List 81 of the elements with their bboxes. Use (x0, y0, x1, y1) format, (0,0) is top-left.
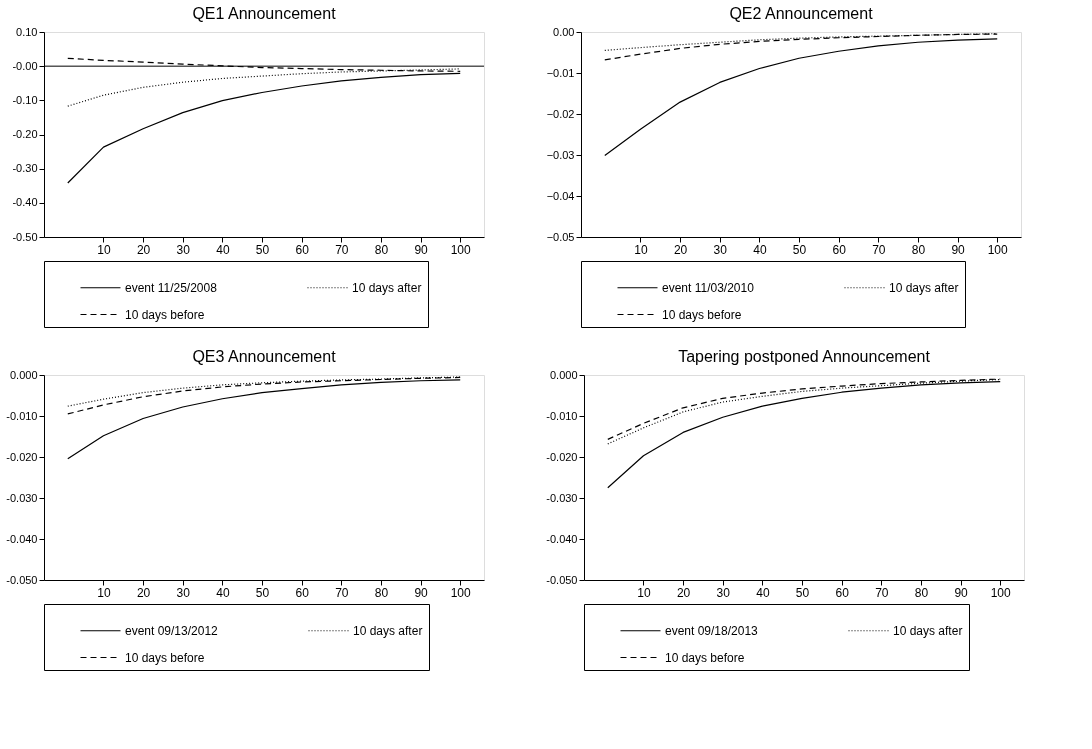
x-tick-label: 40 (753, 242, 767, 257)
legend-label: 10 days before (125, 307, 205, 322)
x-tick-label: 70 (875, 585, 889, 600)
x-tick-label: 20 (676, 585, 691, 600)
x-tick-label: 30 (713, 242, 728, 257)
legend-label: event 11/25/2008 (125, 280, 218, 295)
x-tick-label: 80 (374, 242, 389, 257)
x-tick-label: 40 (216, 242, 230, 257)
x-tick-label: 90 (951, 242, 966, 257)
x-tick-label: 100 (987, 242, 1009, 257)
x-tick-label: 20 (136, 242, 151, 257)
x-tick-label: 90 (954, 585, 969, 600)
y-tick-label: -0.20 (12, 128, 38, 140)
legend-label: 10 days after (352, 280, 422, 295)
y-tick-label: 0.10 (16, 25, 38, 38)
x-tick-label: 70 (872, 242, 886, 257)
x-tick-label: 20 (673, 242, 688, 257)
legend-label: 10 days before (662, 307, 742, 322)
x-tick-label: 90 (414, 585, 429, 600)
x-tick-label: 10 (637, 585, 651, 600)
x-tick-label: 40 (756, 585, 770, 600)
y-tick-label: 0.000 (549, 368, 578, 381)
x-tick-label: 50 (795, 585, 810, 600)
x-tick-label: 20 (136, 585, 151, 600)
x-tick-label: 30 (176, 585, 191, 600)
y-tick-label: -0.040 (546, 532, 578, 545)
legend-label: 10 days before (665, 650, 745, 665)
x-tick-label: 70 (335, 242, 349, 257)
legend-label: event 11/03/2010 (662, 280, 755, 295)
y-tick-label: −0.01 (546, 66, 575, 79)
y-tick-label: -0.010 (546, 409, 578, 422)
y-tick-label: 0.00 (553, 25, 575, 38)
legend-label: 10 days after (893, 623, 963, 638)
x-tick-label: 50 (255, 585, 270, 600)
y-tick-label: −0.03 (546, 148, 575, 161)
y-tick-label: 0.000 (9, 368, 38, 381)
y-tick-label: -0.00 (12, 59, 38, 72)
x-tick-label: 90 (414, 242, 429, 257)
chart-title: Tapering postponed Announcement (678, 348, 931, 365)
x-tick-label: 50 (255, 242, 270, 257)
x-tick-label: 60 (835, 585, 850, 600)
x-tick-label: 60 (295, 242, 310, 257)
x-tick-label: 80 (914, 585, 929, 600)
y-tick-label: −0.05 (546, 230, 575, 243)
chart-title: QE3 Announcement (192, 348, 337, 365)
y-tick-label: -0.30 (12, 162, 38, 175)
legend-label: 10 days before (125, 650, 205, 665)
y-tick-label: −0.02 (546, 107, 575, 120)
y-tick-label: -0.030 (6, 491, 38, 504)
y-tick-label: −0.04 (546, 189, 575, 202)
x-tick-label: 100 (990, 585, 1012, 600)
y-tick-label: -0.050 (546, 573, 578, 586)
x-tick-label: 80 (911, 242, 926, 257)
x-tick-label: 10 (634, 242, 648, 257)
chart-title: QE2 Announcement (729, 5, 874, 22)
x-tick-label: 30 (716, 585, 731, 600)
y-tick-label: -0.50 (12, 230, 38, 243)
y-tick-label: -0.10 (12, 93, 38, 106)
x-tick-label: 100 (450, 242, 472, 257)
x-tick-label: 70 (335, 585, 349, 600)
x-tick-label: 10 (97, 585, 111, 600)
x-tick-label: 40 (216, 585, 230, 600)
y-tick-label: -0.020 (546, 450, 578, 463)
y-tick-label: -0.030 (546, 491, 578, 504)
y-tick-label: -0.010 (6, 409, 38, 422)
legend-label: event 09/13/2012 (125, 623, 219, 638)
y-tick-label: -0.020 (6, 450, 38, 463)
x-tick-label: 60 (832, 242, 847, 257)
y-tick-label: -0.050 (6, 573, 38, 586)
legend-label: 10 days after (889, 280, 959, 295)
chart-title: QE1 Announcement (192, 5, 337, 22)
y-tick-label: -0.40 (12, 196, 38, 209)
x-tick-label: 50 (792, 242, 807, 257)
x-tick-label: 60 (295, 585, 310, 600)
x-tick-label: 30 (176, 242, 191, 257)
x-tick-label: 100 (450, 585, 472, 600)
y-tick-label: -0.040 (6, 532, 38, 545)
x-tick-label: 10 (97, 242, 111, 257)
legend-label: event 09/18/2013 (665, 623, 759, 638)
legend-label: 10 days after (353, 623, 423, 638)
x-tick-label: 80 (374, 585, 389, 600)
